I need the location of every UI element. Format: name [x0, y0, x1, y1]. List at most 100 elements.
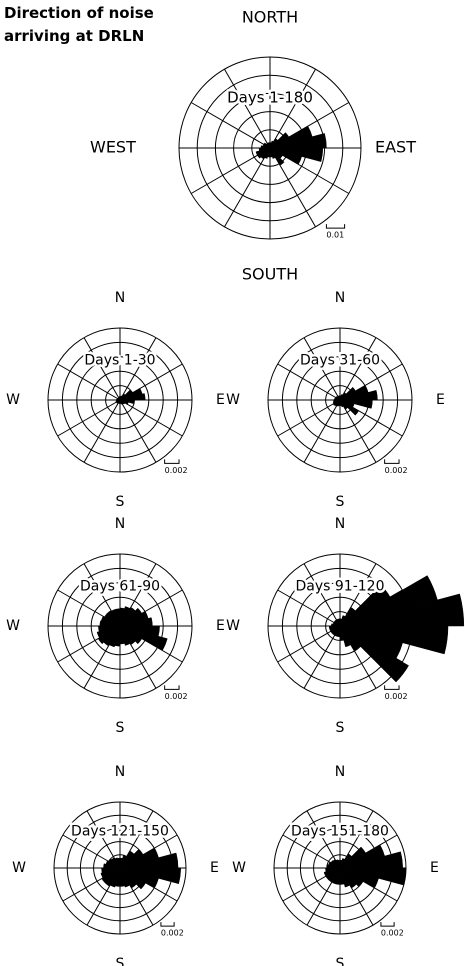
compass-south: S [336, 494, 345, 510]
rose-sector [332, 399, 341, 406]
scale-bar-label: 0.01 [326, 231, 344, 240]
scale-bar [325, 224, 346, 229]
grid-spoke [339, 337, 377, 401]
grid-spoke [303, 337, 341, 401]
rose-sector [96, 625, 121, 639]
compass-west: W [6, 392, 20, 408]
rose-panel: Days 31-60 N E S W 0.002 [226, 290, 445, 510]
compass-north: N [335, 764, 345, 780]
rose-sector [339, 593, 465, 627]
compass-west: W [12, 860, 26, 876]
rose-sector [117, 857, 121, 869]
grid-spoke [119, 337, 157, 401]
panel-subtitle: Days 31-60 [300, 352, 380, 368]
compass-east: EAST [375, 138, 416, 157]
compass-west: W [226, 392, 240, 408]
rose-sector [339, 625, 409, 683]
grid-spoke [190, 147, 271, 194]
rose-sector [111, 857, 121, 869]
rose-sector [325, 867, 341, 873]
rose-sector [268, 142, 271, 149]
rose-sector [119, 867, 131, 888]
rose-sector [98, 625, 121, 632]
rose-sector [119, 625, 131, 646]
grid-spoke [224, 147, 271, 228]
scale-bar [164, 459, 180, 464]
scale-bar [384, 685, 400, 690]
grid-spoke [269, 68, 316, 149]
rose-sector [100, 867, 121, 879]
rose-sector [339, 399, 360, 416]
rose-sector [269, 147, 302, 165]
rose-sector [258, 147, 271, 152]
panel-subtitle: Days 151-180 [291, 824, 389, 840]
compass-north: N [335, 290, 345, 306]
grid-spoke [277, 363, 341, 401]
scale-bar-label: 0.002 [161, 929, 184, 938]
compass-east: E [216, 392, 225, 408]
grid-spoke [190, 102, 271, 149]
rose-sector [339, 867, 364, 888]
grid-spoke [119, 399, 183, 437]
panel-subtitle: Days 91-120 [296, 578, 385, 594]
grid-spoke [83, 399, 121, 463]
compass-south: S [116, 494, 125, 510]
panel-subtitle: Days 1-30 [84, 352, 155, 368]
rose-sector [339, 867, 357, 889]
rose-panel: Days 1-180 NORTH EAST SOUTH WEST 0.01 [90, 8, 416, 284]
compass-east: E [436, 392, 445, 408]
grid-spoke [277, 589, 341, 627]
rose-sector [339, 867, 351, 888]
panel-subtitle: Days 121-150 [71, 824, 169, 840]
scale-bar-label: 0.002 [165, 466, 188, 475]
grid-spoke [306, 810, 341, 869]
rose-sector [119, 393, 146, 401]
rose-panel: Days 91-120 N E S W 0.002 [226, 516, 465, 736]
grid-spoke [83, 337, 121, 401]
rose-sector [101, 867, 121, 884]
rose-sector [97, 625, 121, 645]
rose-sector [119, 399, 123, 405]
grid-spoke [277, 399, 341, 437]
rose-sector [339, 390, 378, 401]
rose-panel: Days 121-150 N E S W 0.002 [12, 764, 219, 966]
grid-spoke [57, 399, 121, 437]
rose-sector [108, 858, 121, 869]
compass-west: WEST [90, 138, 136, 157]
compass-north: N [335, 516, 345, 532]
rose-sector [330, 860, 341, 869]
scale-bar [164, 685, 180, 690]
rose-sector [101, 867, 121, 874]
rose-sector [339, 399, 344, 408]
scale-bar [380, 922, 395, 927]
rose-sector [332, 399, 341, 404]
grid-spoke [119, 399, 157, 463]
rose-sector [255, 147, 271, 156]
grid-spoke [57, 363, 121, 401]
scale-bar-label: 0.002 [165, 692, 188, 701]
rose-sector [339, 867, 379, 889]
compass-south: S [336, 956, 345, 966]
scale-bar-label: 0.002 [385, 466, 408, 475]
scale-bar-label: 0.002 [385, 692, 408, 701]
rose-sector [339, 399, 348, 410]
rose-sector [333, 399, 341, 402]
compass-west: W [6, 618, 20, 634]
compass-west: W [226, 618, 240, 634]
compass-north: N [115, 516, 125, 532]
rose-sector [332, 859, 341, 869]
grid-spoke [339, 399, 377, 463]
compass-south: S [116, 720, 125, 736]
rose-panel: Days 1-30 N E S W 0.002 [6, 290, 225, 510]
rose-panel: Days 61-90 N E S W 0.002 [6, 516, 225, 736]
rose-sector [114, 857, 121, 869]
grid-spoke [303, 563, 341, 627]
rose-sector [338, 395, 341, 401]
compass-east: E [436, 618, 445, 634]
compass-north: N [115, 290, 125, 306]
compass-north: N [115, 764, 125, 780]
rose-sector [269, 147, 276, 159]
grid-spoke [303, 625, 341, 689]
rose-panel: Days 151-180 N E S W 0.002 [232, 764, 439, 966]
